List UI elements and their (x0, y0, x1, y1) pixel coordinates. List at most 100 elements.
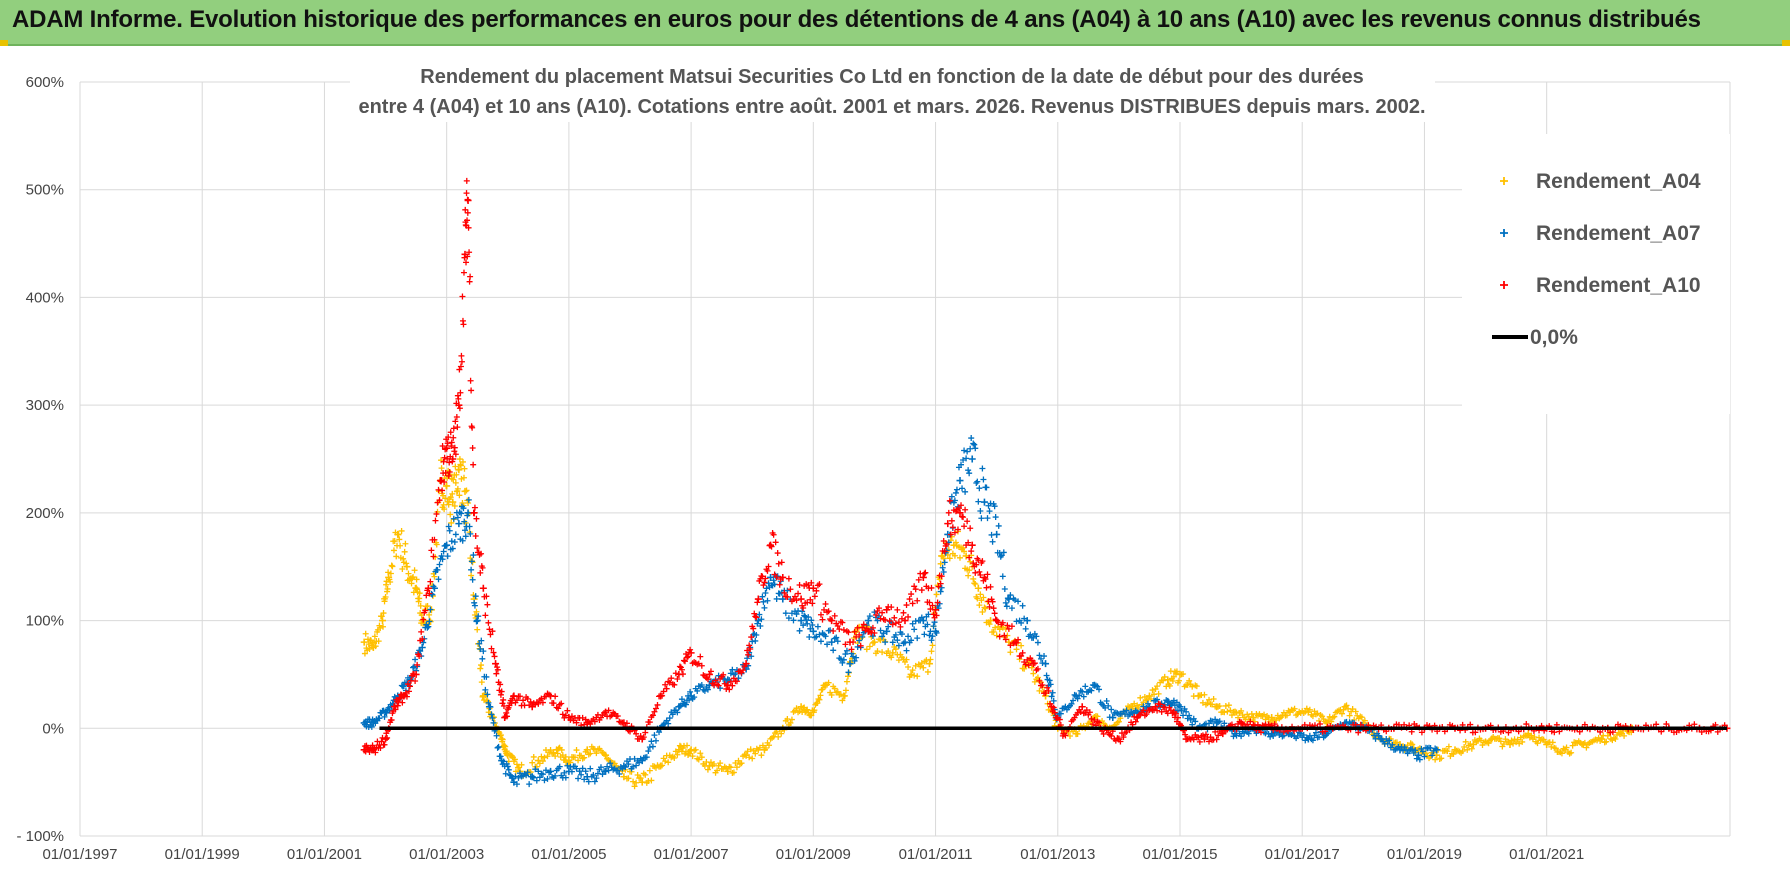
data-point-fill (478, 679, 485, 686)
legend-swatch-marker (1500, 177, 1508, 185)
data-point-fill (625, 761, 632, 768)
data-point-fill (575, 757, 582, 764)
data-point-fill (929, 633, 936, 640)
data-point-fill (917, 663, 924, 670)
data-point (418, 644, 426, 651)
data-point (1506, 740, 1514, 748)
data-point-fill (938, 573, 945, 580)
data-point-fill (908, 637, 915, 644)
data-point-fill (817, 638, 824, 645)
x-tick-label: 01/01/2003 (409, 846, 484, 863)
data-point-fill (622, 764, 629, 771)
data-point (1109, 714, 1117, 722)
data-point-fill (1418, 729, 1425, 736)
data-point-fill (573, 747, 580, 754)
data-point-fill (894, 606, 901, 613)
data-point (1451, 746, 1459, 754)
data-point-fill (758, 752, 765, 759)
y-tick-label: 400% (26, 289, 64, 306)
data-point-fill (1309, 737, 1316, 744)
data-point (443, 444, 451, 452)
data-point-fill (660, 688, 667, 695)
data-point-fill (490, 649, 497, 656)
data-point-fill (451, 444, 458, 451)
data-point-fill (825, 679, 832, 686)
data-point-fill (460, 321, 467, 328)
data-point-fill (920, 664, 927, 671)
data-point-fill (933, 591, 940, 598)
data-point-fill (1404, 750, 1411, 757)
data-point-fill (497, 681, 504, 688)
data-point-fill (927, 656, 934, 663)
data-point-fill (1210, 695, 1217, 702)
data-point-fill (1325, 730, 1332, 737)
data-point-fill (684, 742, 691, 749)
data-point-fill (782, 610, 789, 617)
data-point-fill (839, 697, 846, 704)
data-point-fill (1190, 736, 1197, 743)
data-point-fill (788, 610, 795, 617)
data-point-fill (1117, 738, 1124, 745)
data-point-fill (416, 595, 423, 602)
data-point-fill (652, 737, 659, 744)
data-point-fill (1604, 732, 1611, 739)
data-point-fill (495, 743, 502, 750)
data-point-fill (477, 646, 484, 653)
data-point-fill (411, 567, 418, 574)
data-point-fill (674, 676, 681, 683)
data-point-fill (503, 709, 510, 716)
data-point-fill (486, 626, 493, 633)
data-point-fill (419, 636, 426, 643)
x-tick-label: 01/01/2001 (287, 846, 362, 863)
data-point (430, 584, 438, 592)
data-point-fill (975, 498, 982, 505)
data-point-fill (972, 445, 979, 452)
data-point-fill (679, 671, 686, 678)
data-point-fill (480, 648, 487, 655)
data-point (779, 595, 787, 603)
data-point-fill (651, 708, 658, 715)
data-point-fill (440, 458, 447, 465)
data-point-fill (796, 582, 803, 588)
data-point-fill (921, 570, 928, 577)
data-point-fill (857, 642, 864, 649)
data-point-fill (456, 366, 463, 373)
data-point (1598, 735, 1606, 743)
data-point-fill (467, 273, 474, 280)
data-point (528, 773, 536, 781)
data-point-fill (1149, 687, 1156, 694)
data-point-fill (757, 623, 764, 630)
data-point-fill (646, 767, 653, 774)
data-point-fill (452, 479, 459, 486)
data-point-fill (879, 633, 886, 640)
x-tick-label: 01/01/2005 (531, 846, 606, 863)
data-point-fill (698, 754, 705, 761)
data-point-fill (946, 555, 953, 562)
data-point-fill (1004, 622, 1011, 629)
data-point-fill (405, 688, 412, 695)
data-point-fill (1102, 704, 1109, 711)
data-point (455, 466, 463, 474)
data-point-fill (1137, 694, 1144, 701)
data-point-fill (659, 762, 666, 769)
y-tick-label: 0% (42, 720, 64, 737)
data-point-fill (793, 611, 800, 618)
data-point-fill (393, 553, 400, 560)
data-point-fill (439, 443, 446, 450)
data-point-fill (839, 659, 846, 666)
data-point-fill (938, 584, 945, 591)
data-point-fill (662, 681, 669, 688)
data-point-fill (1273, 716, 1280, 723)
data-point-fill (1621, 732, 1628, 739)
data-point-fill (445, 434, 452, 441)
data-point-fill (989, 598, 996, 605)
y-tick-label: 100% (26, 613, 64, 630)
data-point-fill (1549, 739, 1556, 746)
data-point-fill (599, 771, 606, 778)
data-point-fill (879, 609, 886, 616)
data-point-fill (539, 699, 546, 706)
data-point-fill (1207, 734, 1214, 741)
data-point-fill (579, 765, 586, 772)
data-point-fill (401, 548, 408, 555)
data-point-fill (704, 676, 711, 683)
